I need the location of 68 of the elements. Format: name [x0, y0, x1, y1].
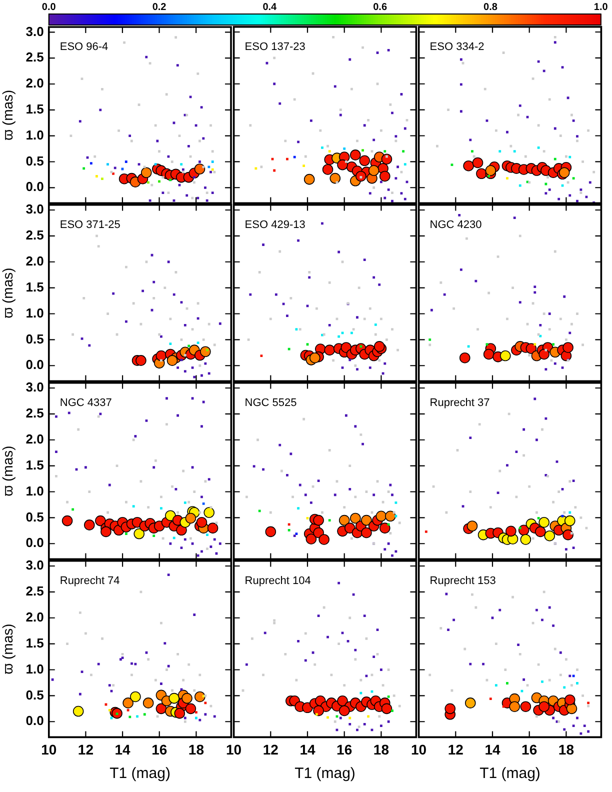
y-axis-title: ϖ (mas) [0, 268, 16, 318]
text: ESO 334-2 [430, 41, 484, 54]
text: NGC 5525 [244, 397, 297, 410]
x-tick-label: 10 [226, 742, 242, 758]
y-axis-title: ϖ (mas) [0, 624, 16, 674]
y-tick-label: 2.0 [26, 254, 44, 269]
y-tick-label: 0.0 [26, 713, 44, 728]
color-bar-label: 0.4 [262, 2, 278, 13]
text: Ruprecht 153 [430, 575, 496, 588]
y-tick-label: 3.0 [26, 380, 44, 395]
y-tick-label: 1.0 [26, 484, 44, 499]
x-tick-label: 18 [188, 742, 204, 758]
y-axis-title: ϖ (mas) [0, 90, 16, 140]
y-tick-label: 0.5 [26, 509, 44, 524]
x-tick-label: 14 [484, 742, 501, 758]
y-tick-label: 3.0 [26, 558, 44, 573]
color-bar-label: 0.2 [152, 2, 167, 13]
y-tick-label: 1.5 [26, 458, 44, 473]
color-bar-label: 1.0 [594, 2, 608, 13]
text: Ruprecht 37 [430, 397, 490, 410]
y-tick-label: 0.0 [26, 179, 44, 194]
x-tick-label: 16 [152, 742, 168, 758]
text: ESO 137-23 [244, 41, 306, 54]
y-tick-label: 2.0 [26, 76, 44, 91]
x-tick-label: 18 [558, 742, 574, 758]
x-tick-label: 16 [336, 742, 353, 758]
x-tick-label: 14 [300, 742, 316, 758]
y-tick-label: 0.0 [26, 357, 44, 372]
color-bar-label: 0.6 [373, 2, 388, 13]
y-tick-label: 1.5 [26, 280, 44, 295]
x-tick-label: 18 [374, 742, 390, 758]
color-bar-label: 0.8 [484, 2, 498, 13]
y-tick-label: 0.5 [26, 687, 44, 702]
y-tick-label: 1.0 [26, 306, 44, 321]
y-tick-label: 2.0 [26, 610, 44, 625]
y-tick-label: 1.5 [26, 636, 44, 651]
y-tick-label: 2.5 [26, 406, 44, 421]
y-tick-label: 3.0 [26, 202, 44, 217]
y-tick-label: 3.0 [26, 24, 44, 39]
text: ESO 429-13 [244, 219, 306, 232]
text: Ruprecht 104 [244, 575, 312, 588]
x-axis-title: T1 (mag) [110, 765, 171, 782]
y-tick-label: 0.5 [26, 331, 44, 346]
y-tick-label: 2.5 [26, 50, 44, 65]
text: ESO 96-4 [60, 41, 108, 54]
x-tick-label: 10 [411, 742, 427, 758]
x-tick-label: 10 [41, 742, 58, 758]
y-tick-label: 1.5 [26, 101, 44, 116]
color-bar-label: 0.0 [42, 2, 56, 13]
text: ESO 371-25 [60, 219, 121, 232]
x-tick-label: 12 [263, 742, 279, 758]
y-axis-title: ϖ (mas) [0, 446, 16, 496]
y-tick-label: 1.0 [26, 662, 44, 677]
x-tick-label: 12 [78, 742, 94, 758]
y-tick-label: 2.0 [26, 432, 44, 447]
text: NGC 4337 [60, 397, 112, 410]
x-tick-label: 12 [448, 742, 464, 758]
y-tick-label: 1.0 [26, 127, 44, 142]
x-tick-label: 14 [114, 742, 131, 758]
x-axis-title: T1 (mag) [480, 765, 541, 782]
text: Ruprecht 74 [60, 575, 120, 588]
y-tick-label: 2.5 [26, 584, 44, 599]
y-tick-label: 0.0 [26, 535, 44, 550]
y-tick-label: 2.5 [26, 228, 44, 243]
x-axis-title: T1 (mag) [294, 765, 356, 782]
y-tick-label: 0.5 [26, 153, 44, 168]
text: NGC 4230 [430, 219, 482, 232]
x-tick-label: 16 [522, 742, 538, 758]
